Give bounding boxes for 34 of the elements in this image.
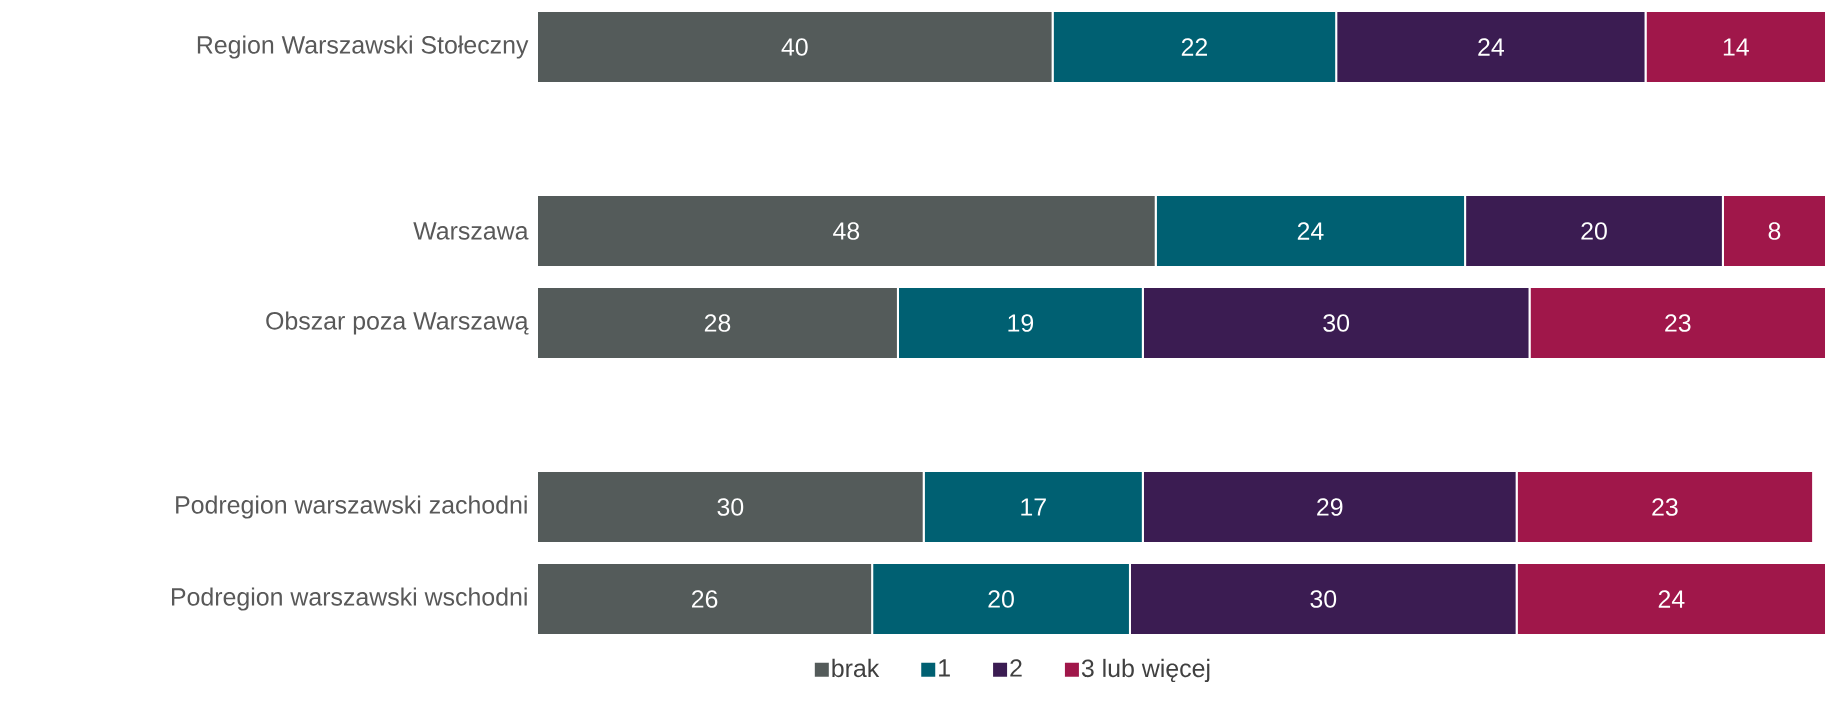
data-label: 26 [691, 590, 718, 608]
bar [537, 470, 925, 544]
data-label: 24 [1297, 222, 1324, 240]
data-label: 29 [1317, 498, 1343, 516]
bar [537, 286, 899, 360]
legend-label: brak [832, 658, 880, 678]
data-label: 20 [1581, 222, 1607, 240]
y-tick-label: Podregion warszawski wschodni [172, 587, 527, 611]
data-label: 30 [1323, 314, 1350, 332]
legend-label: 2 [1010, 659, 1022, 677]
data-label: 17 [1021, 498, 1046, 516]
data-label: 48 [833, 222, 860, 240]
data-label: 40 [781, 38, 808, 56]
data-label: 8 [1768, 222, 1781, 240]
data-label: 20 [988, 590, 1014, 608]
bar [537, 10, 1054, 84]
data-label: 22 [1181, 38, 1207, 56]
data-label: 23 [1652, 498, 1678, 516]
data-label: 24 [1478, 38, 1504, 56]
data-label: 30 [717, 498, 744, 516]
bar [537, 194, 1157, 268]
y-tick-label: Warszawa [413, 222, 529, 240]
data-label: 14 [1723, 38, 1749, 56]
data-label: 28 [704, 314, 731, 332]
y-tick-label: Obszar poza Warszawą [266, 311, 529, 335]
data-label: 24 [1658, 590, 1685, 608]
data-label: 23 [1665, 314, 1691, 332]
data-label: 19 [1008, 314, 1034, 332]
data-label: 30 [1310, 590, 1337, 608]
legend-label: 3 lub więcej [1081, 658, 1210, 683]
bar [537, 562, 874, 637]
y-tick-label: Region Warszawski Stołeczny [197, 35, 529, 59]
y-tick-label: Podregion warszawski zachodni [176, 495, 527, 519]
legend-label: 1 [939, 659, 950, 677]
